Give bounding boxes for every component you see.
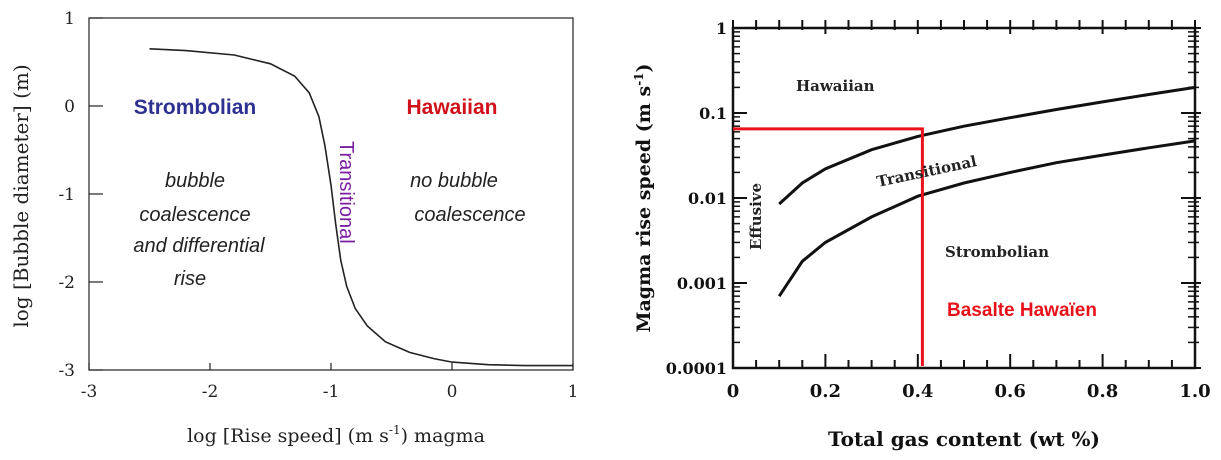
right-y-tick-label: 1 [716,19,727,38]
basalte-hawaien-label: Basalte Hawaïen [947,300,1097,321]
right-x-tick-label: 0.8 [1087,381,1118,402]
bubble-coalescence-line3: and differential [133,235,265,257]
left-x-tick-label: -3 [81,382,98,402]
left-y-tick-label: 0 [64,97,75,117]
right-chart-svg: 0 0.2 0.4 0.6 0.8 1.0 1 0.1 0.01 0.001 0.0001 Magm… [632,19,1211,451]
upper-boundary-curve [778,85,1196,206]
left-x-tick-label: 1 [568,382,579,402]
lower-boundary-curve [777,139,1196,298]
right-x-tick-label: 0.6 [995,381,1026,402]
left-x-tick-label: -2 [202,382,219,402]
left-plot-frame [88,17,574,371]
bubble-coalescence-line1: bubble [165,170,225,192]
left-chart-svg: -3 -2 -1 0 1 1 0 -1 -2 -3 log [Bubble diameter] (… [9,9,579,447]
bubble-coalescence-line4: rise [174,268,206,290]
right-x-axis-label: Total gas content (wt %) [828,427,1100,451]
hawaiian-region-label: Hawaiian [796,77,875,95]
left-chart: -3 -2 -1 0 1 1 0 -1 -2 -3 log [Bubble diameter] (… [0,0,600,455]
basalt-hawaiian-marker-lines [733,127,924,366]
left-y-axis-label: log [Bubble diameter] (m) [9,64,33,327]
left-y-tick-label: 1 [64,9,75,29]
strombolian-label: Strombolian [134,96,257,119]
right-y-tick-label: 0.0001 [666,359,727,378]
transitional-region-label: Transitional [875,152,979,191]
no-bubble-line1: no bubble [410,170,498,192]
bubble-coalescence-line2: coalescence [139,204,250,226]
right-chart: 0 0.2 0.4 0.6 0.8 1.0 1 0.1 0.01 0.001 0.0001 Magm… [600,0,1221,455]
left-y-tick-label: -3 [58,361,75,381]
left-x-tick-label: 0 [447,382,458,402]
right-x-tick-label: 0.4 [902,381,933,402]
right-y-tick-label: 0.001 [677,274,727,293]
right-x-tick-label: 0 [727,381,740,402]
left-x-axis-label: log [Rise speed] (m s-1) magma [187,423,485,447]
right-y-axis-label: Magma rise speed (m s-1) [632,63,655,332]
right-x-tick-label: 0.2 [810,381,841,402]
left-y-tick-label: -2 [58,273,75,293]
left-y-tick-label: -1 [58,185,75,205]
no-bubble-line2: coalescence [414,204,525,226]
right-x-tick-label: 1.0 [1179,381,1210,402]
right-y-tick-label: 0.01 [688,189,727,208]
effusive-region-label: Effusive [747,183,765,250]
left-x-tick-label: -1 [323,382,340,402]
hawaiian-label: Hawaiian [406,96,497,119]
transitional-label: Transitional [335,141,357,244]
bubble-diameter-curve [149,48,573,367]
right-y-tick-label: 0.1 [699,104,727,123]
strombolian-region-label: Strombolian [945,243,1049,261]
